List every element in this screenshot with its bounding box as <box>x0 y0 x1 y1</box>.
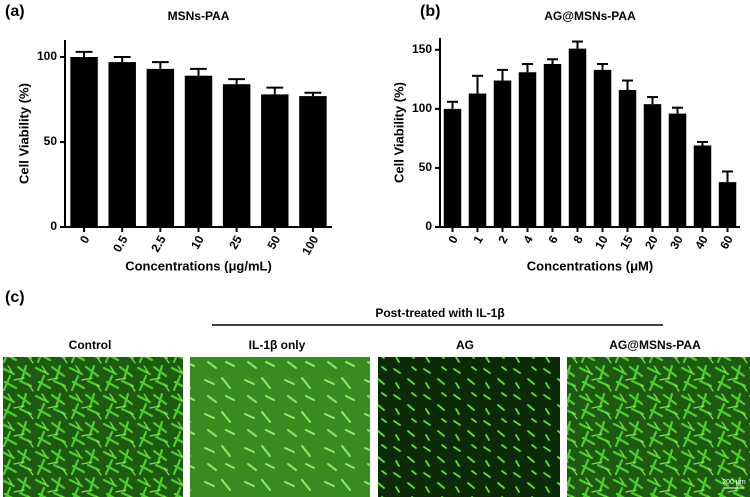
x-tick-label: 25 <box>226 233 245 252</box>
x-tick-label: 50 <box>264 233 283 252</box>
y-tick-label: 0 <box>425 219 432 233</box>
bar <box>543 63 562 227</box>
x-tick-label: 4 <box>520 233 536 246</box>
bar <box>70 57 98 227</box>
x-axis-title: Concentrations (μM) <box>527 258 653 273</box>
bar <box>718 182 737 227</box>
bar <box>222 84 251 227</box>
micrograph <box>378 357 560 497</box>
x-tick-label: 20 <box>642 233 661 252</box>
x-tick-label: 40 <box>692 233 711 252</box>
x-tick-label: 10 <box>188 233 207 252</box>
bar <box>261 94 289 228</box>
y-tick-label: 50 <box>419 160 433 174</box>
image-label: IL-1β only <box>249 338 306 352</box>
image-label: AG <box>456 338 474 352</box>
bar <box>184 75 213 227</box>
bar <box>643 104 662 227</box>
bar <box>593 69 612 227</box>
y-axis-title: Cell Viability (%) <box>391 82 406 183</box>
bar <box>443 108 462 227</box>
bar <box>493 80 512 228</box>
x-tick-label: 60 <box>717 233 736 252</box>
panel-label: (a) <box>5 3 25 20</box>
y-tick-label: 150 <box>412 42 432 56</box>
panel-label: (c) <box>5 289 25 306</box>
y-tick-label: 50 <box>44 134 58 148</box>
y-tick-label: 100 <box>37 49 57 63</box>
image-label: AG@MSNs-PAA <box>609 338 701 352</box>
bar <box>146 68 175 228</box>
x-tick-label: 30 <box>667 233 686 252</box>
x-tick-label: 0 <box>445 233 461 246</box>
x-tick-label: 2 <box>495 233 511 246</box>
x-tick-label: 100 <box>299 233 321 258</box>
x-tick-label: 6 <box>545 233 561 246</box>
x-axis-title: Concentrations (μg/mL) <box>125 258 272 273</box>
bar <box>108 62 136 227</box>
micrograph <box>567 357 750 497</box>
x-tick-label: 10 <box>592 233 611 252</box>
y-tick-label: 100 <box>412 101 432 115</box>
y-axis-title: Cell Viability (%) <box>16 83 31 184</box>
bar <box>468 93 487 227</box>
x-tick-label: 15 <box>617 233 636 252</box>
y-tick-label: 0 <box>50 219 57 233</box>
chart-title: MSNs-PAA <box>168 9 230 23</box>
bar <box>693 145 712 227</box>
x-tick-label: 2.5 <box>148 233 169 255</box>
micrograph <box>3 357 183 497</box>
bar <box>668 113 687 227</box>
x-tick-label: 1 <box>470 233 486 246</box>
bar <box>568 48 587 227</box>
panel-label: (b) <box>420 3 440 20</box>
x-tick-label: 0 <box>77 233 93 246</box>
heading: Post-treated with IL-1β <box>375 306 504 320</box>
x-tick-label: 0.5 <box>110 233 131 255</box>
micrograph <box>190 357 370 497</box>
bar <box>518 72 537 227</box>
scale-bar-label: 200 μm <box>722 479 746 486</box>
chart-title: AG@MSNs-PAA <box>544 9 636 23</box>
x-tick-label: 8 <box>570 233 586 246</box>
bar <box>618 89 637 227</box>
image-label: Control <box>69 338 112 352</box>
bar <box>299 96 327 227</box>
